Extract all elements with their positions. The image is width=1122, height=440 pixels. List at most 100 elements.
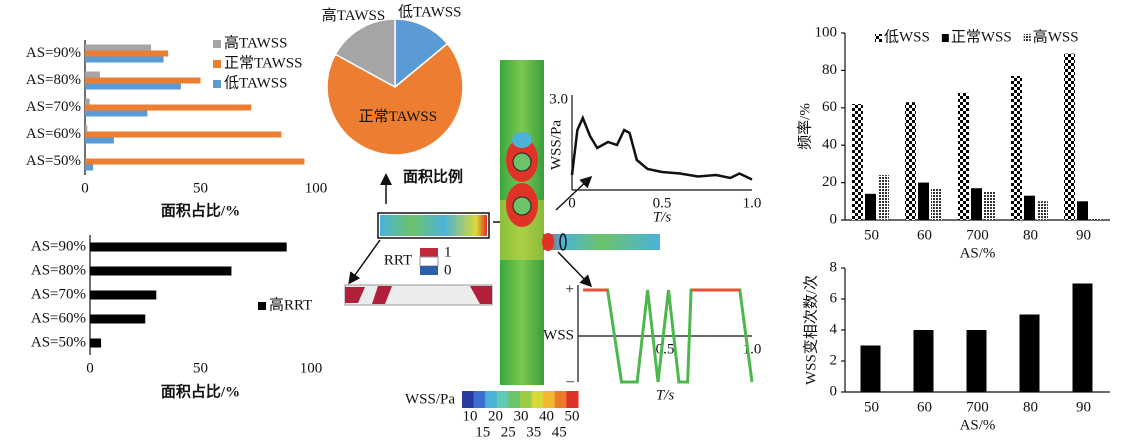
y-tick-label: AS=60%	[31, 310, 86, 326]
y-tick-label: 20	[822, 174, 837, 190]
x-tick-label: 50	[193, 360, 208, 376]
bar	[1024, 196, 1035, 220]
y-tick-label: 60	[822, 99, 837, 115]
bar	[958, 93, 969, 220]
bar	[90, 267, 231, 276]
colorbar-tick-label: 25	[501, 424, 516, 440]
colorbar-tick-label: 50	[565, 408, 580, 424]
legend-label: 低WSS	[884, 28, 930, 45]
y-tick-label: 6	[830, 290, 838, 306]
bar	[85, 99, 90, 105]
x-tick-label: 50	[193, 180, 208, 196]
line	[572, 118, 752, 180]
y-tick-label: 40	[822, 137, 837, 153]
x-tick-label: 100	[305, 180, 328, 196]
colorbar-swatch	[555, 391, 567, 408]
legend-swatch	[875, 34, 882, 42]
bar	[1020, 315, 1040, 393]
bar	[1037, 201, 1048, 220]
y-tick-label: 3.0	[549, 91, 568, 107]
bar	[85, 57, 164, 63]
x-axis-label: T/s	[653, 209, 672, 225]
colorbar-swatch	[497, 391, 509, 408]
bar	[878, 175, 889, 220]
bar	[1090, 218, 1101, 220]
bar	[90, 315, 145, 324]
x-tick-label: 90	[1076, 227, 1091, 243]
bar	[861, 346, 881, 393]
bar	[905, 102, 916, 220]
rrt-colorbar-max: 1	[444, 244, 452, 260]
y-tick-label: 8	[830, 259, 838, 275]
bar	[1011, 76, 1022, 220]
y-tick-label: 100	[815, 24, 838, 40]
legend-label: 低TAWSS	[224, 74, 287, 91]
bar	[85, 51, 168, 57]
colorbar-tick-label: 15	[475, 424, 490, 440]
legend-label: 高RRT	[269, 296, 312, 313]
y-axis-label: 频率/%	[796, 103, 813, 150]
y-tick-label: AS=90%	[26, 45, 81, 61]
legend-swatch	[942, 34, 949, 42]
colorbar-tick-label: 35	[526, 424, 541, 440]
colorbar-tick-label: 40	[539, 408, 554, 424]
x-tick-label: 100	[300, 360, 323, 376]
y-tick-label: AS=80%	[26, 72, 81, 88]
colorbar-swatch	[543, 391, 555, 408]
wss-colorbar-label: WSS/Pa	[405, 391, 455, 407]
y-tick-label: 80	[822, 62, 837, 78]
x-axis-label: AS/%	[960, 417, 996, 433]
colorbar-tick-label: 10	[463, 408, 478, 424]
x-tick-label: 700	[966, 399, 989, 415]
rrt-colorbar-min: 0	[444, 262, 452, 278]
pie-label: 低TAWSS	[398, 4, 461, 21]
x-tick-label: 0	[86, 360, 94, 376]
colorbar-tick-label: 20	[488, 408, 503, 424]
x-tick-label: 0.5	[656, 341, 675, 357]
y-tick-label: AS=50%	[26, 153, 81, 169]
y-tick-label: +	[566, 281, 574, 297]
x-axis-label: 面积占比/%	[161, 382, 240, 400]
y-tick-label: 0	[830, 383, 838, 399]
x-tick-label: 90	[1076, 399, 1091, 415]
x-tick-label: 50	[864, 399, 879, 415]
legend-swatch	[213, 80, 221, 88]
bar	[914, 330, 934, 392]
bar	[90, 243, 287, 252]
pie-label: 高TAWSS	[322, 7, 385, 24]
x-tick-label: 700	[966, 227, 989, 243]
y-tick-label: AS=70%	[26, 99, 81, 115]
y-tick-label: AS=80%	[31, 262, 86, 278]
x-tick-label: 1.0	[743, 195, 762, 211]
colorbar-tick-label: 45	[552, 424, 567, 440]
bar	[85, 84, 181, 90]
y-tick-label: 0	[830, 211, 838, 227]
y-tick-label: AS=50%	[31, 334, 86, 350]
y-tick-label: AS=60%	[26, 126, 81, 142]
bar	[85, 165, 93, 171]
bar	[1077, 201, 1088, 220]
bar	[85, 105, 251, 111]
pie-label: 正常TAWSS	[359, 108, 437, 125]
bar	[85, 111, 147, 117]
x-axis-label: T/s	[656, 387, 675, 403]
y-tick-label: AS=70%	[31, 286, 86, 302]
bar	[1064, 54, 1075, 220]
bar	[90, 291, 156, 300]
bar	[1073, 284, 1093, 393]
legend-swatch	[258, 302, 266, 310]
figure: RRT 1 0 WSS/Pa 102030405015253545AS=90%A…	[0, 0, 1122, 440]
legend-label: 高WSS	[1033, 28, 1079, 45]
legend-label: 正常TAWSS	[224, 54, 302, 71]
x-axis-label: AS/%	[960, 245, 996, 261]
y-tick-label: WSS	[543, 327, 574, 343]
bar	[85, 78, 201, 84]
bar	[984, 192, 995, 220]
x-tick-label: 60	[917, 227, 932, 243]
colorbar-swatch	[462, 391, 474, 408]
legend-swatch	[213, 40, 221, 48]
y-tick-label: AS=90%	[31, 238, 86, 254]
bar	[85, 126, 87, 132]
bar	[85, 72, 100, 78]
colorbar-tick-label: 30	[514, 408, 529, 424]
